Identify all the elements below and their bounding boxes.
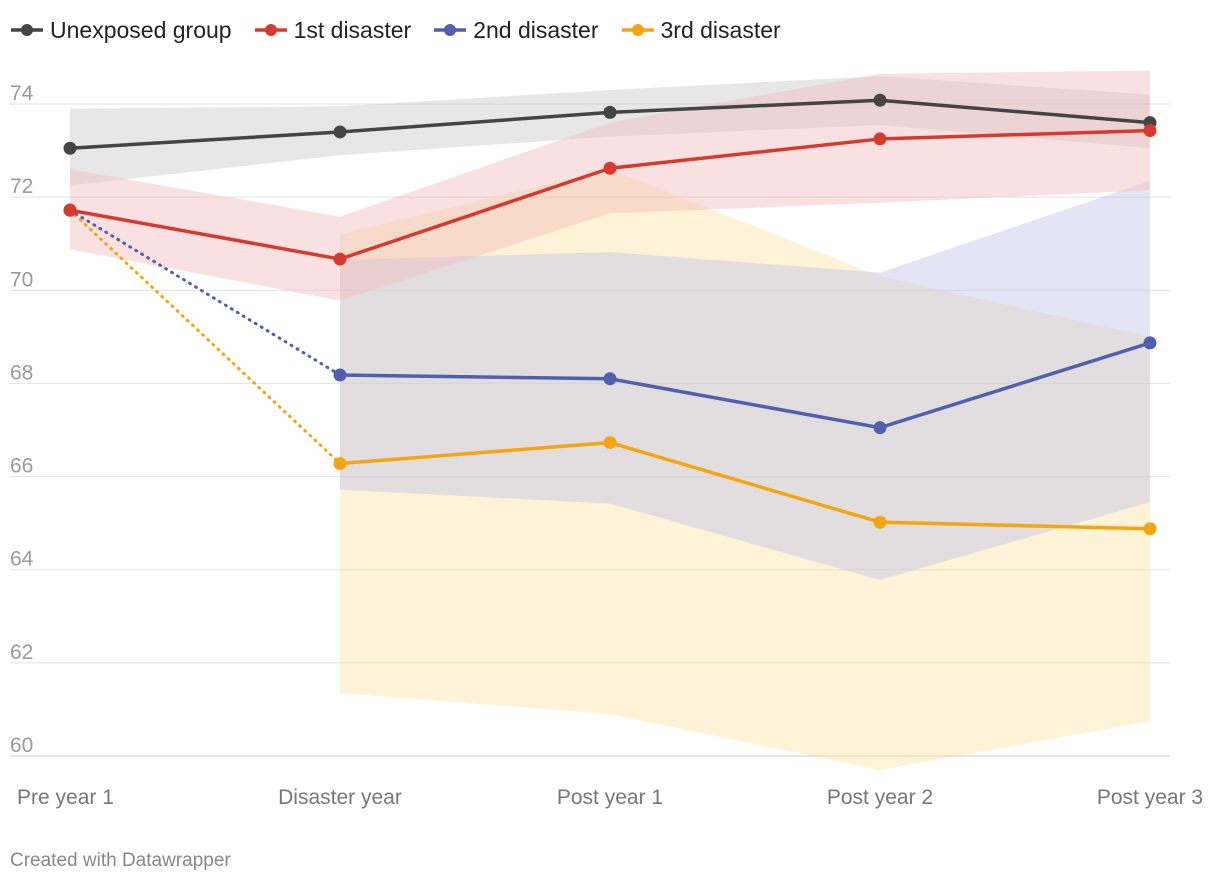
y-tick-label: 60 xyxy=(10,734,33,757)
series-segment xyxy=(338,110,612,134)
data-point xyxy=(603,436,617,450)
x-tick-label: Pre year 1 xyxy=(17,786,114,809)
series-segment xyxy=(68,130,342,150)
legend-label: 2nd disaster xyxy=(473,16,599,43)
data-point xyxy=(333,457,347,471)
legend-label: Unexposed group xyxy=(50,16,232,43)
data-point xyxy=(1143,522,1157,536)
x-tick-label: Post year 3 xyxy=(1097,786,1203,809)
footer-credit: Created with Datawrapper xyxy=(10,850,231,871)
legend-swatch-icon xyxy=(621,24,654,36)
series-segment xyxy=(338,166,612,261)
confidence-band xyxy=(340,180,1150,581)
series-segment xyxy=(608,440,882,524)
y-tick-label: 66 xyxy=(10,455,33,478)
series-segment xyxy=(878,128,1152,141)
series-segment xyxy=(878,98,1152,125)
series-segment xyxy=(608,377,882,430)
series-segment xyxy=(608,98,882,115)
series-segment xyxy=(338,440,612,466)
x-tick-label: Disaster year xyxy=(278,786,402,809)
data-point xyxy=(873,515,887,529)
legend-item: Unexposed group xyxy=(10,17,232,44)
series-segment xyxy=(878,341,1152,430)
legend-label: 1st disaster xyxy=(293,16,412,43)
series-segment xyxy=(608,137,882,171)
y-tick-label: 62 xyxy=(10,641,33,664)
series-segment xyxy=(68,208,342,261)
legend-label: 3rd disaster xyxy=(660,16,781,43)
chart-legend: Unexposed group 1st disaster 2nd disaster 3… xyxy=(10,12,781,48)
legend-item: 2nd disaster xyxy=(433,16,599,44)
y-tick-label: 64 xyxy=(10,548,34,571)
data-point xyxy=(333,252,347,266)
confidence-band xyxy=(340,169,1150,770)
data-point xyxy=(63,141,77,155)
data-point xyxy=(873,132,887,146)
data-point xyxy=(603,372,617,386)
y-tick-label: 72 xyxy=(10,175,33,198)
series-segment xyxy=(68,208,342,466)
data-point xyxy=(333,368,347,382)
data-point xyxy=(63,203,77,217)
legend-swatch-icon xyxy=(434,24,467,36)
series-segment xyxy=(878,520,1152,531)
data-point xyxy=(1143,336,1157,350)
x-tick-label: Post year 2 xyxy=(827,786,933,809)
y-tick-label: 68 xyxy=(10,361,33,384)
legend-item: 1st disaster xyxy=(254,16,412,44)
data-point xyxy=(873,421,887,435)
data-point xyxy=(333,125,347,139)
data-point xyxy=(603,105,617,119)
confidence-band xyxy=(70,70,1150,301)
legend-swatch-icon xyxy=(254,24,287,36)
legend-item: 3rd disaster xyxy=(621,17,781,44)
data-point xyxy=(1143,124,1157,138)
y-tick-label: 70 xyxy=(10,268,33,291)
legend-swatch-icon xyxy=(11,24,43,36)
y-tick-label: 74 xyxy=(10,82,34,105)
x-tick-label: Post year 1 xyxy=(557,786,663,809)
data-point xyxy=(873,93,887,107)
data-point xyxy=(603,161,617,175)
series-segment xyxy=(338,373,612,381)
